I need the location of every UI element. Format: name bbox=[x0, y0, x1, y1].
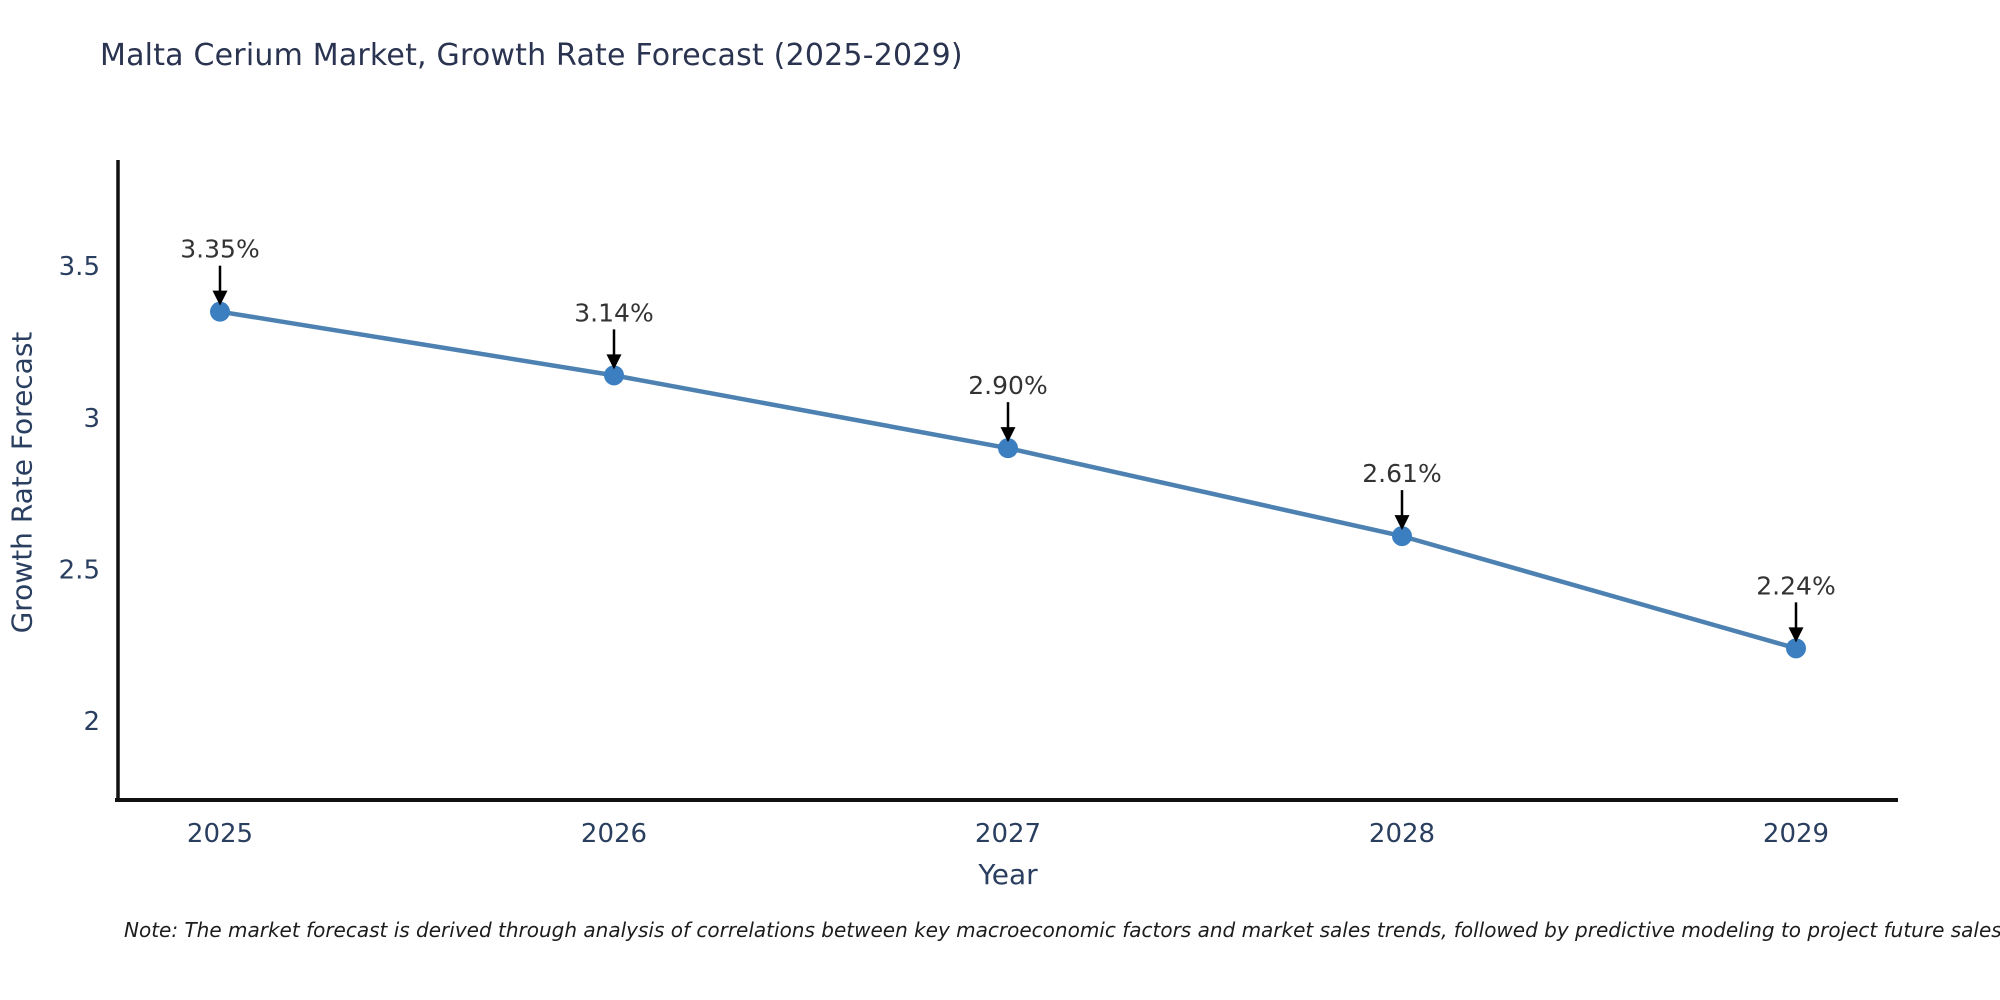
annotation-label: 3.35% bbox=[180, 235, 259, 264]
x-tick-label: 2027 bbox=[975, 819, 1041, 849]
y-tick-label: 3 bbox=[83, 404, 100, 434]
y-tick-label: 3.5 bbox=[59, 252, 100, 282]
data-point[interactable] bbox=[998, 438, 1018, 459]
annotation-arrowhead bbox=[212, 290, 228, 306]
y-tick-label: 2 bbox=[83, 707, 100, 737]
annotation-label: 2.90% bbox=[968, 371, 1047, 400]
x-tick-label: 2029 bbox=[1763, 819, 1829, 849]
x-tick-label: 2028 bbox=[1369, 819, 1435, 849]
x-axis-label: Year bbox=[978, 858, 1038, 891]
data-point[interactable] bbox=[210, 301, 230, 322]
data-point[interactable] bbox=[604, 365, 624, 386]
footnote: Note: The market forecast is derived thr… bbox=[124, 918, 2000, 942]
annotation-label: 2.61% bbox=[1362, 459, 1441, 488]
x-tick-label: 2026 bbox=[581, 819, 647, 849]
data-point[interactable] bbox=[1392, 526, 1412, 547]
annotation-arrowhead bbox=[1394, 515, 1410, 531]
x-tick-label: 2025 bbox=[187, 819, 253, 849]
annotation-label: 2.24% bbox=[1756, 571, 1835, 600]
annotation-arrowhead bbox=[606, 354, 622, 370]
annotation-label: 3.14% bbox=[574, 298, 653, 327]
chart-title: Malta Cerium Market, Growth Rate Forecas… bbox=[100, 38, 963, 73]
trend-line bbox=[217, 309, 1799, 651]
annotation-arrowhead bbox=[1788, 627, 1804, 643]
y-tick-label: 2.5 bbox=[59, 555, 100, 585]
data-point[interactable] bbox=[1786, 638, 1806, 659]
annotation-arrowhead bbox=[1000, 427, 1016, 443]
